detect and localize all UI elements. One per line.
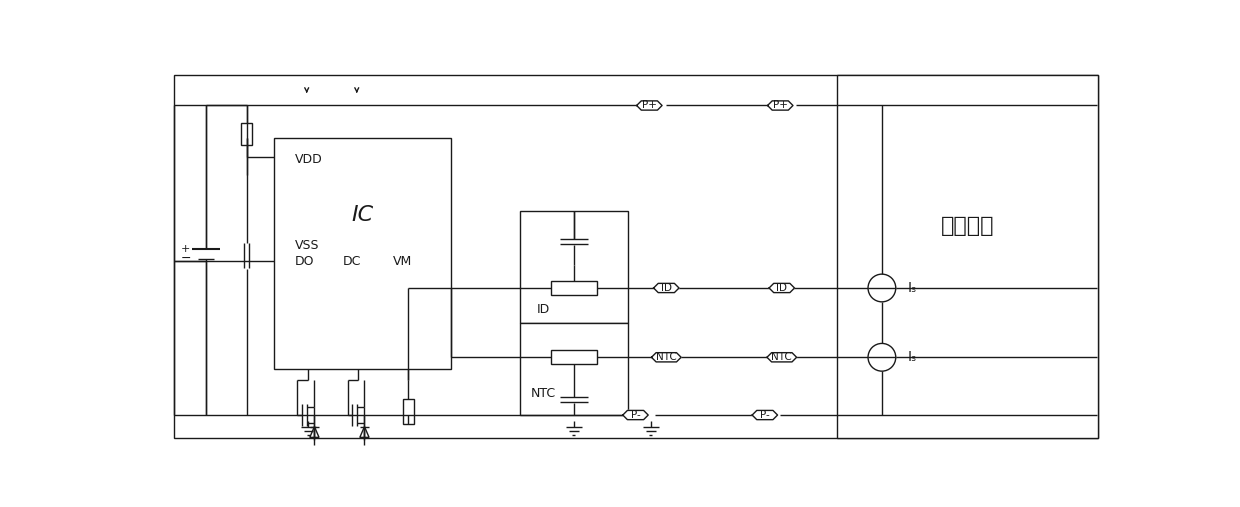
Polygon shape: [651, 353, 681, 362]
Polygon shape: [769, 283, 795, 293]
Text: Iₛ: Iₛ: [908, 281, 918, 295]
Text: 电子设备: 电子设备: [941, 215, 994, 236]
Text: NTC: NTC: [531, 387, 556, 400]
Bar: [520, 322, 627, 415]
Text: VSS: VSS: [295, 239, 320, 252]
Polygon shape: [768, 101, 792, 110]
Polygon shape: [753, 411, 777, 420]
Polygon shape: [622, 411, 649, 420]
Text: −: −: [181, 252, 191, 265]
Bar: [837, 75, 1097, 438]
Bar: [403, 399, 414, 423]
Text: P-: P-: [760, 410, 770, 420]
Polygon shape: [636, 101, 662, 110]
Text: NTC: NTC: [771, 352, 792, 363]
Text: DC: DC: [343, 255, 361, 268]
Bar: [274, 138, 450, 369]
Text: VM: VM: [393, 255, 412, 268]
Bar: [242, 123, 252, 145]
Text: ID: ID: [661, 283, 672, 293]
Text: ID: ID: [776, 283, 787, 293]
Bar: [551, 350, 596, 364]
Text: +: +: [181, 244, 191, 255]
Text: ID: ID: [537, 303, 551, 316]
Text: IC: IC: [351, 205, 373, 225]
Text: DO: DO: [295, 255, 315, 268]
Polygon shape: [768, 353, 796, 362]
Text: P-: P-: [631, 410, 640, 420]
Text: Iₛ: Iₛ: [908, 350, 918, 365]
Bar: [520, 211, 627, 322]
Text: VDD: VDD: [295, 153, 322, 166]
Bar: [551, 281, 596, 295]
Text: P+: P+: [773, 100, 787, 111]
Polygon shape: [653, 283, 680, 293]
Text: P+: P+: [642, 100, 657, 111]
Text: NTC: NTC: [656, 352, 677, 363]
